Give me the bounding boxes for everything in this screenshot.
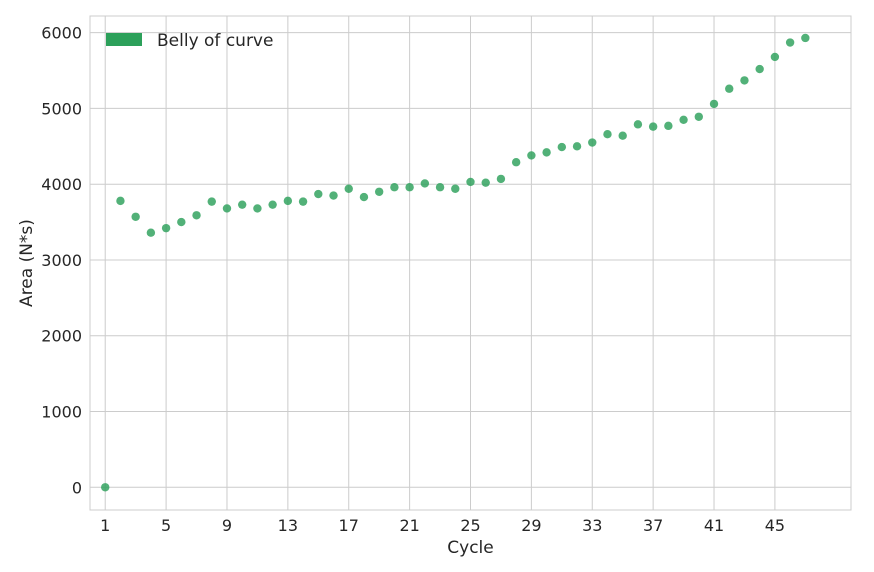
data-point [314,189,323,199]
data-point [131,212,140,221]
data-point [177,217,186,227]
data-point [359,192,369,202]
data-point [481,178,490,187]
data-point [451,184,460,193]
data-point [374,187,384,196]
legend-swatch [106,33,142,46]
data-point [192,211,201,220]
x-tick-label: 1 [100,516,110,535]
y-tick-label: 2000 [41,327,82,346]
y-tick-labels: 0 1000 2000 3000 4000 5000 6000 [41,24,82,498]
data-point [648,122,658,131]
data-point [588,138,597,147]
y-tick-label: 5000 [41,99,82,118]
data-point [466,177,475,187]
grid-lines [90,16,851,510]
data-point [390,183,399,192]
data-point [679,115,688,125]
data-point [633,120,643,129]
data-point [664,121,673,131]
legend: Belly of curve [106,31,273,51]
x-tick-label: 29 [521,516,541,535]
data-point [770,52,780,62]
x-tick-label: 5 [161,516,171,535]
x-tick-label: 33 [582,516,602,535]
data-point [709,99,719,109]
x-tick-labels: 1 5 9 13 17 21 25 29 33 37 41 45 [100,516,785,535]
data-point [572,142,582,151]
y-axis-label: Area (N*s) [17,219,37,307]
data-point [405,183,414,192]
data-point [694,112,703,121]
data-point [268,200,277,209]
data-point [146,228,156,237]
data-point [740,76,749,85]
data-point [207,197,216,206]
data-point [238,200,247,209]
x-tick-label: 13 [278,516,298,535]
data-point [329,191,338,200]
x-tick-label: 17 [339,516,359,535]
y-tick-label: 3000 [41,251,82,270]
data-point [511,158,521,167]
data-point [101,483,110,492]
x-tick-label: 45 [765,516,785,535]
y-tick-label: 0 [72,478,82,497]
data-point [253,204,262,213]
data-point [603,129,612,139]
x-tick-label: 25 [460,516,480,535]
x-tick-label: 9 [222,516,232,535]
data-point [283,196,293,206]
x-axis-label: Cycle [447,538,493,558]
data-point [618,131,627,140]
x-tick-label: 21 [399,516,419,535]
x-tick-label: 41 [704,516,724,535]
data-point [527,151,536,160]
data-point [725,84,734,93]
y-tick-label: 4000 [41,175,82,194]
data-point [785,38,795,47]
y-tick-label: 6000 [41,24,82,43]
data-point [755,64,764,74]
data-point [496,174,506,184]
data-point [116,196,125,206]
data-points [101,33,810,492]
data-point [298,197,308,206]
data-point [542,148,551,157]
data-point [344,184,353,193]
data-point [222,204,232,213]
y-tick-label: 1000 [41,403,82,422]
data-point [161,223,171,233]
data-point [557,142,567,152]
data-point [435,183,445,192]
data-point [801,33,810,43]
x-tick-label: 37 [643,516,663,535]
plot-frame [89,15,852,511]
data-point [420,179,430,188]
legend-label: Belly of curve [157,31,273,51]
